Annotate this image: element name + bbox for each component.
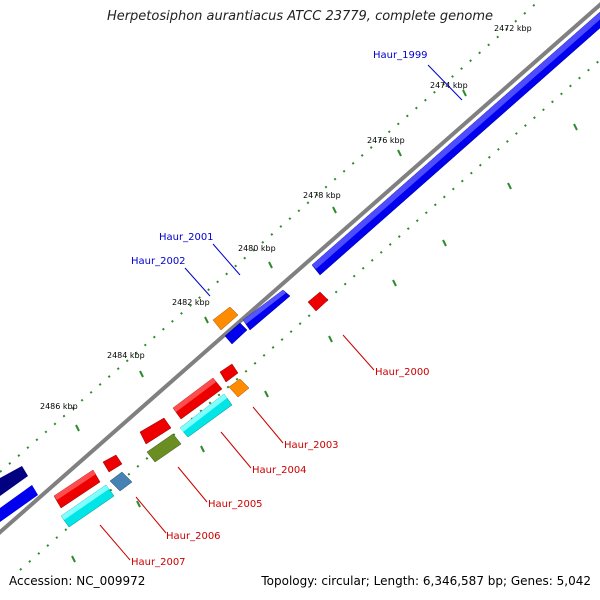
gene-haur-2006[interactable] xyxy=(109,471,133,492)
genome-backbone xyxy=(0,2,600,535)
tick-label: 2482 kbp xyxy=(172,298,210,307)
outer-scale-track xyxy=(0,0,541,473)
gene-label-haur-2005[interactable]: Haur_2005 xyxy=(208,499,263,510)
gene-left-blue[interactable] xyxy=(0,485,38,522)
gene-label-haur-2004[interactable]: Haur_2004 xyxy=(252,465,307,476)
gene-label-haur-2006[interactable]: Haur_2006 xyxy=(166,531,221,542)
gene-left-navy[interactable] xyxy=(0,466,28,496)
gene-haur-2005-red[interactable] xyxy=(139,417,172,445)
reverse-strand-features xyxy=(53,291,329,528)
gene-haur-2003-red[interactable] xyxy=(219,363,239,383)
gene-label-haur-1999[interactable]: Haur_1999 xyxy=(373,50,428,61)
map-title: Herpetosiphon aurantiacus ATCC 23779, co… xyxy=(106,9,494,24)
tick-labels: 2472 kbp 2474 kbp 2476 kbp 2478 kbp 2480… xyxy=(40,24,532,411)
gene-label-haur-2000[interactable]: Haur_2000 xyxy=(375,367,430,378)
gene-label-haur-2003[interactable]: Haur_2003 xyxy=(284,440,339,451)
leader-lines xyxy=(99,64,463,561)
tick-label: 2484 kbp xyxy=(107,351,145,360)
gene-label-haur-2002[interactable]: Haur_2002 xyxy=(131,256,186,267)
gene-haur-2005[interactable] xyxy=(146,433,182,463)
gene-label-haur-2007[interactable]: Haur_2007 xyxy=(131,557,186,568)
tick-label: 2486 kbp xyxy=(40,402,78,411)
gene-haur-2000[interactable] xyxy=(307,291,329,312)
tick-label: 2472 kbp xyxy=(494,24,532,33)
outer-major-ticks xyxy=(75,89,467,432)
inner-major-ticks xyxy=(71,123,578,563)
tick-label: 2474 kbp xyxy=(430,81,468,90)
gene-haur-2006-red[interactable] xyxy=(102,454,123,473)
gene-haur-2007-red[interactable] xyxy=(53,469,101,509)
gene-haur-2003-orange[interactable] xyxy=(228,378,250,398)
tick-label: 2476 kbp xyxy=(367,136,405,145)
tick-label: 2480 kbp xyxy=(238,244,276,253)
gene-labels: Haur_1999 Haur_2001 Haur_2002 Haur_2000 … xyxy=(131,50,430,568)
forward-strand-features xyxy=(0,11,600,522)
gene-haur-2002[interactable] xyxy=(224,322,248,345)
genome-summary-text: Topology: circular; Length: 6,346,587 bp… xyxy=(261,574,591,588)
gene-haur-2001[interactable] xyxy=(242,289,291,331)
tick-label: 2478 kbp xyxy=(303,191,341,200)
gene-label-haur-2001[interactable]: Haur_2001 xyxy=(159,232,214,243)
accession-text: Accession: NC_009972 xyxy=(9,574,146,588)
orange-feature[interactable] xyxy=(212,306,239,331)
